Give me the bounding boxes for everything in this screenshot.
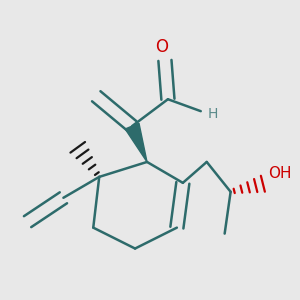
Text: H: H <box>208 107 218 121</box>
Polygon shape <box>125 123 147 162</box>
Text: O: O <box>155 38 168 56</box>
Text: OH: OH <box>268 167 292 182</box>
